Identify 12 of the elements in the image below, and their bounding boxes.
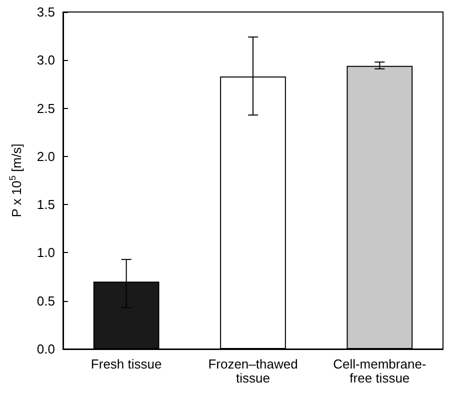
y-tick-label: 2.5 — [36, 100, 55, 116]
x-tick-label: Frozen–thawed tissue — [208, 356, 298, 386]
x-tick-label: Cell-membrane-free tissue — [333, 356, 426, 386]
y-tick-label: 3.5 — [36, 4, 55, 20]
y-tick-label: 0.5 — [36, 293, 55, 308]
y-tick-label: 2.0 — [36, 148, 55, 164]
y-tick-label: 1.0 — [36, 245, 55, 260]
y-tick-label: 1.5 — [36, 197, 55, 212]
y-axis-title: P x 105 [m/s] — [8, 144, 24, 218]
y-tick-label: 3.0 — [36, 52, 55, 68]
x-tick-label: Fresh tissue — [90, 356, 162, 372]
y-tick-label: 0.0 — [36, 342, 55, 356]
